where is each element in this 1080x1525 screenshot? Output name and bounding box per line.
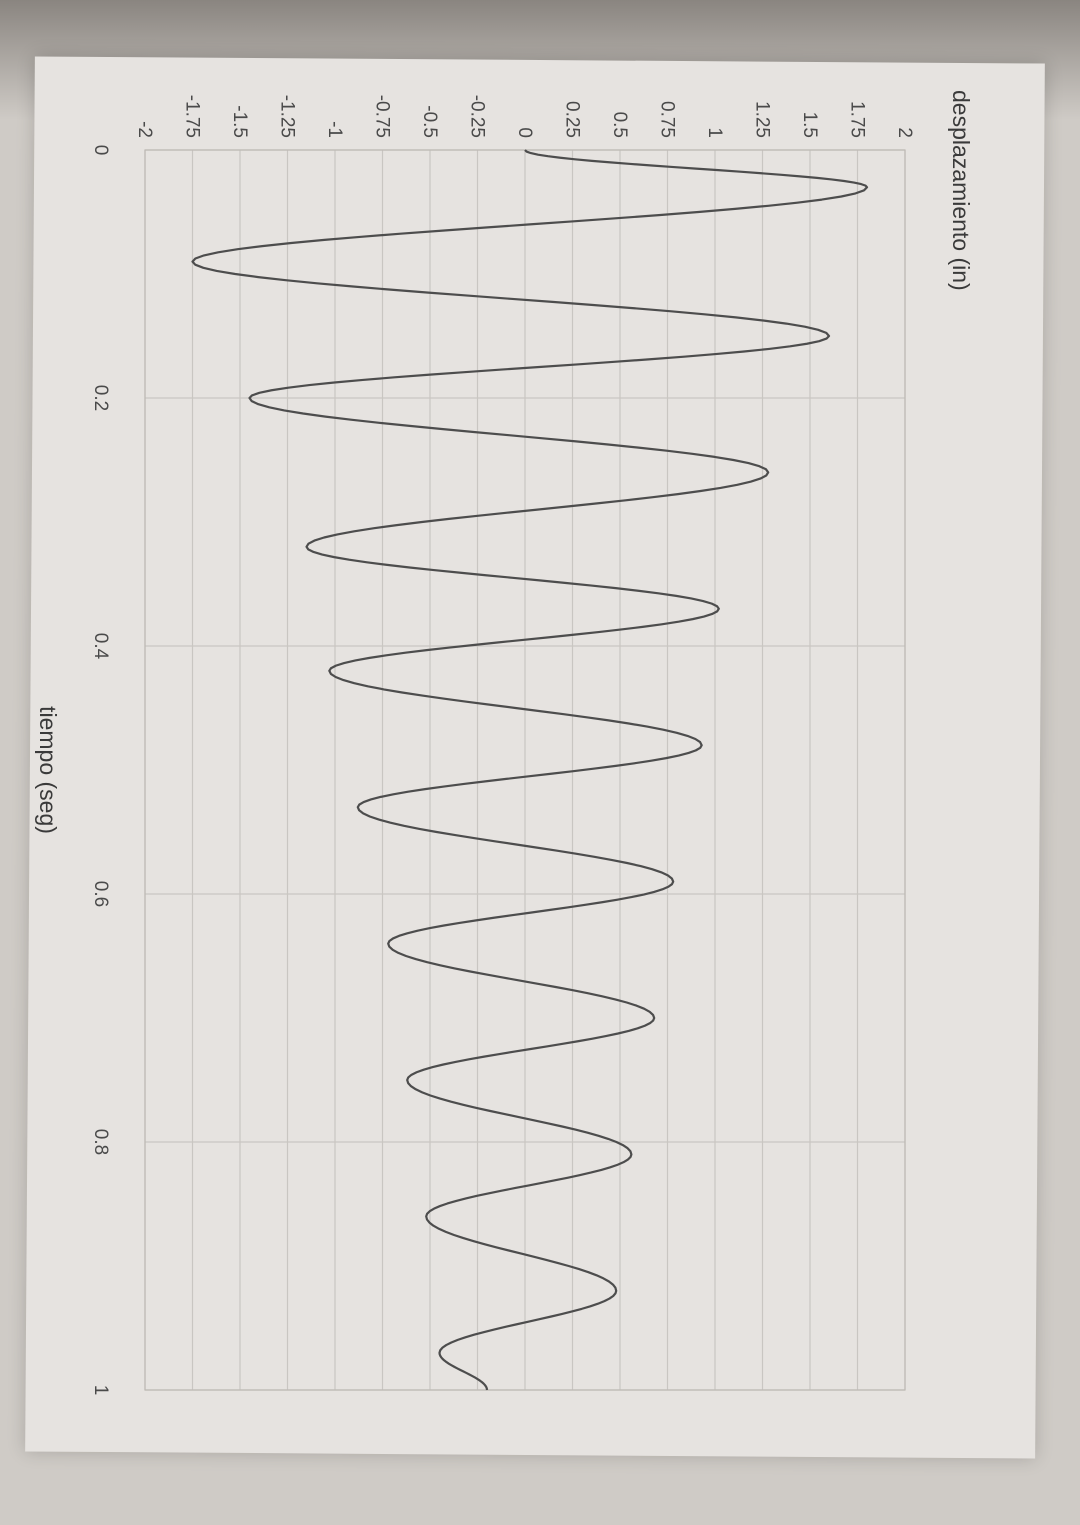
series-line: [191, 149, 869, 1391]
x-axis-title: tiempo (seg): [35, 706, 61, 834]
y-tick-label: -1.25: [277, 95, 298, 138]
y-tick-label: 0: [514, 127, 535, 138]
y-tick-label: -0.75: [372, 95, 393, 138]
x-tick-label: 0.4: [90, 633, 111, 660]
y-tick-label: -2: [134, 121, 155, 138]
x-tick-label: 0.6: [90, 881, 111, 907]
y-axis-title: desplazamiento (in): [948, 90, 974, 291]
y-tick-label: -0.5: [419, 105, 440, 138]
x-tick-label: 0.2: [90, 385, 111, 411]
y-tick-label: -1.75: [182, 95, 203, 138]
x-tick-labels: 0 0.2 0.4 0.6 0.8 1: [90, 145, 111, 1396]
y-tick-label: -0.25: [467, 95, 488, 138]
y-tick-label: 1: [704, 127, 725, 138]
y-tick-label: 1.25: [752, 101, 773, 138]
y-tick-label: -1: [324, 121, 345, 138]
y-tick-label: 1.75: [847, 101, 868, 138]
grid-layer: [144, 149, 906, 1391]
y-tick-label: -1.5: [229, 105, 250, 138]
y-tick-labels: 2 1.75 1.5 1.25 1 0.75 0.5 0.25 0 -0.25 -0.5 -0.75 -…: [134, 95, 915, 138]
x-tick-label: 0.8: [90, 1129, 111, 1155]
y-tick-label: 0.5: [609, 112, 630, 138]
x-tick-label: 1: [90, 1385, 111, 1396]
y-tick-label: 1.5: [799, 112, 820, 138]
y-tick-label: 0.25: [562, 101, 583, 138]
series-layer: [191, 149, 869, 1391]
x-tick-label: 0: [90, 145, 111, 156]
y-tick-label: 2: [894, 127, 915, 138]
y-tick-label: 0.75: [657, 101, 678, 138]
